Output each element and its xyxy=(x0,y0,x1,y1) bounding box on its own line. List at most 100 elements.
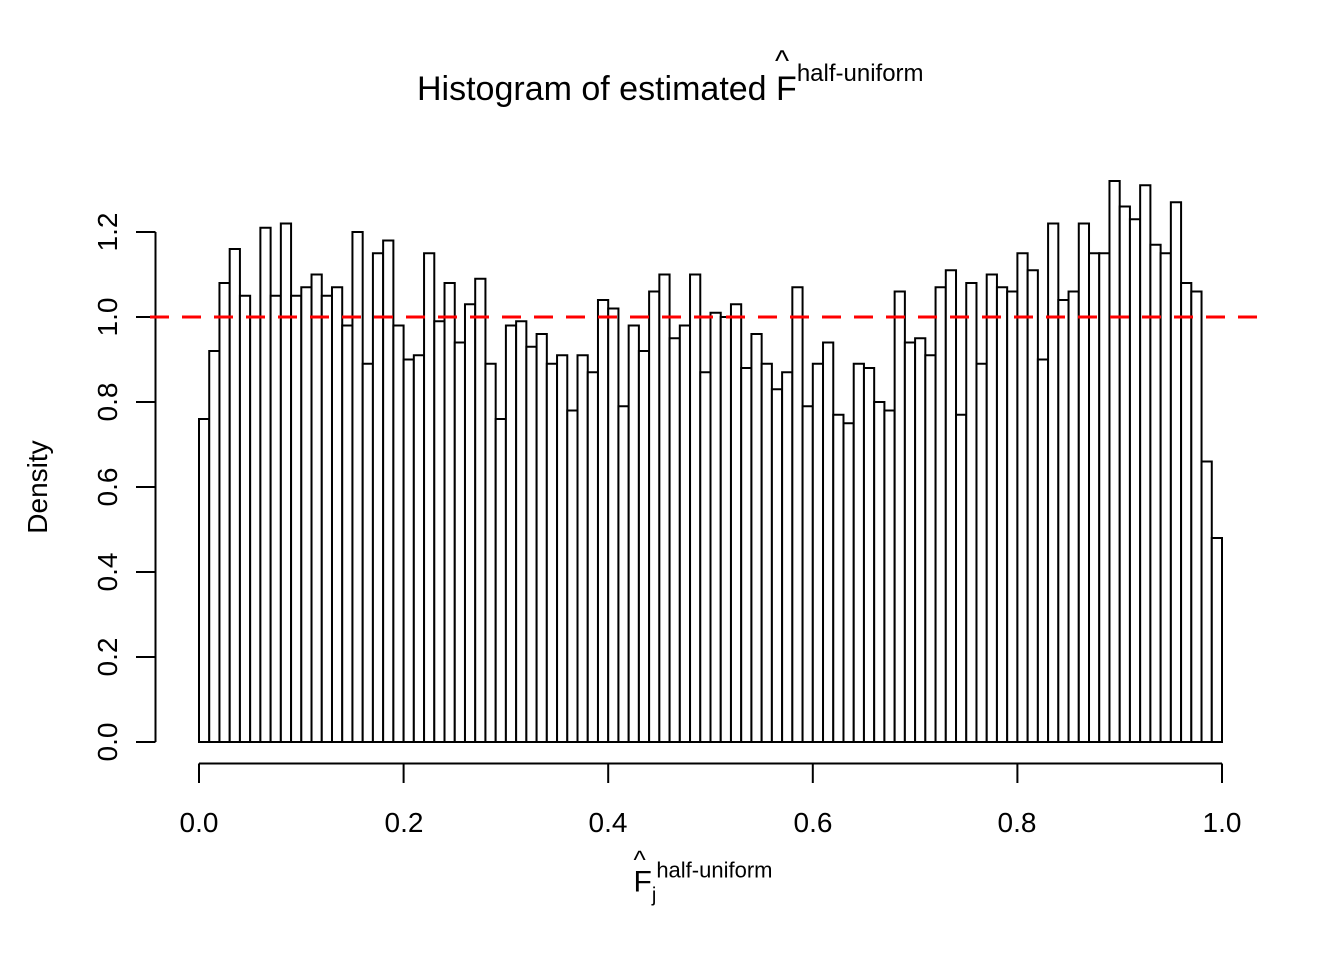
y-tick-label-0.0: 0.0 xyxy=(92,722,123,762)
histogram-bar xyxy=(1108,180,1121,743)
histogram-bar xyxy=(1026,269,1039,743)
chart-title-symbol-wrap: F ^ xyxy=(775,45,797,108)
histogram-bar xyxy=(453,341,466,743)
histogram-bar xyxy=(1210,537,1224,743)
histogram-bar xyxy=(985,273,998,743)
histogram-bar xyxy=(883,409,896,743)
histogram-bar xyxy=(719,316,732,743)
y-tick-label-1.0: 1.0 xyxy=(92,297,123,337)
x-tick-label-0.8: 0.8 xyxy=(997,807,1037,838)
histogram-bar xyxy=(208,350,221,743)
y-axis-title: Density xyxy=(22,440,53,534)
chart-title-superscript: half-uniform xyxy=(796,60,924,87)
histogram-bar xyxy=(965,282,978,743)
histogram-bar xyxy=(975,362,988,743)
hat-accent: ^ xyxy=(633,844,646,875)
histogram-bar xyxy=(515,320,528,743)
histogram-bar xyxy=(1128,218,1142,743)
histogram-bar xyxy=(576,354,589,743)
histogram-bar xyxy=(402,358,415,743)
histogram-bar xyxy=(781,371,794,743)
histogram-bar xyxy=(811,362,825,743)
histogram-bar xyxy=(361,362,374,743)
histogram-bar xyxy=(556,354,569,743)
histogram-bar xyxy=(1036,358,1050,743)
histogram-bar xyxy=(627,324,640,743)
histogram-bar xyxy=(474,277,487,743)
hat-accent: ^ xyxy=(775,45,790,78)
histogram-bar xyxy=(433,320,446,743)
histogram-bar xyxy=(279,222,293,743)
x-axis-subscript: j xyxy=(651,884,657,907)
histogram-bar xyxy=(1077,222,1091,743)
y-tick-label-0.8: 0.8 xyxy=(92,382,123,422)
histogram-bar xyxy=(1190,290,1203,743)
histogram-bar xyxy=(341,324,354,743)
histogram-bar xyxy=(699,371,712,743)
histogram-bar xyxy=(873,401,886,743)
histogram-bar xyxy=(545,362,559,743)
x-tick-label-0.2: 0.2 xyxy=(384,807,424,838)
histogram-bar xyxy=(1016,252,1029,743)
histogram-bar xyxy=(822,341,835,743)
histogram-bar xyxy=(525,345,538,743)
histogram-bar xyxy=(770,388,784,743)
histogram-bar xyxy=(566,409,579,743)
histogram-bar xyxy=(494,418,507,743)
histogram-bar xyxy=(1200,460,1213,743)
histogram-bar xyxy=(504,324,518,743)
histogram-bar xyxy=(218,282,231,743)
histogram-bar xyxy=(330,286,344,743)
histogram-bar xyxy=(740,367,753,743)
histogram-bar xyxy=(1180,282,1193,743)
histogram-bar xyxy=(832,413,845,743)
histogram-bar xyxy=(1139,184,1152,743)
histogram-bar xyxy=(463,303,477,743)
histogram-bar xyxy=(238,294,252,743)
histogram-bar xyxy=(1047,222,1060,743)
histogram-bar xyxy=(535,333,548,743)
x-tick-label-0.4: 0.4 xyxy=(588,807,628,838)
histogram-bar xyxy=(300,286,313,743)
histogram-bar xyxy=(709,311,722,743)
histogram-bar xyxy=(637,350,651,743)
histogram-bar xyxy=(371,252,385,743)
histogram-bar xyxy=(198,418,211,743)
histogram-bar xyxy=(443,282,456,743)
histogram-bar xyxy=(658,273,671,743)
histogram-bar xyxy=(914,337,927,743)
histogram-bar xyxy=(791,286,804,743)
x-tick-label-1.0: 1.0 xyxy=(1202,807,1242,838)
histogram-bar xyxy=(1006,290,1019,743)
histogram-bar xyxy=(249,316,262,743)
y-tick-label-0.6: 0.6 xyxy=(92,467,123,507)
histogram-bar xyxy=(596,299,610,743)
histogram-bar xyxy=(668,337,681,743)
histogram-bar xyxy=(269,294,282,743)
histogram-bar xyxy=(484,362,497,743)
x-axis-superscript: half-uniform xyxy=(656,857,773,883)
histogram-bar xyxy=(1118,205,1131,743)
histogram-bar xyxy=(320,294,333,743)
histogram-bar xyxy=(678,324,692,743)
chart-title-prefix: Histogram of estimated xyxy=(417,70,777,108)
x-axis-title: F ^ jhalf-uniform xyxy=(634,845,773,907)
chart-title-symbol: F xyxy=(776,70,797,108)
histogram-bar xyxy=(944,269,958,743)
x-axis-symbol-wrap: F ^ xyxy=(634,845,652,898)
histogram-bar xyxy=(862,367,876,743)
histogram-bar xyxy=(310,273,323,743)
histogram-bar xyxy=(351,231,364,743)
histogram-bar xyxy=(760,362,773,743)
histogram-bar xyxy=(689,273,702,743)
histogram-bar xyxy=(1067,290,1080,743)
histogram-bar xyxy=(852,362,865,743)
histogram-bar xyxy=(801,405,814,743)
histogram-bar xyxy=(423,252,436,743)
histogram-bar xyxy=(259,226,272,743)
y-tick-label-1.2: 1.2 xyxy=(92,212,123,252)
y-tick-label-0.2: 0.2 xyxy=(92,637,123,677)
x-tick-label-0.6: 0.6 xyxy=(793,807,833,838)
histogram-bar xyxy=(729,303,743,743)
